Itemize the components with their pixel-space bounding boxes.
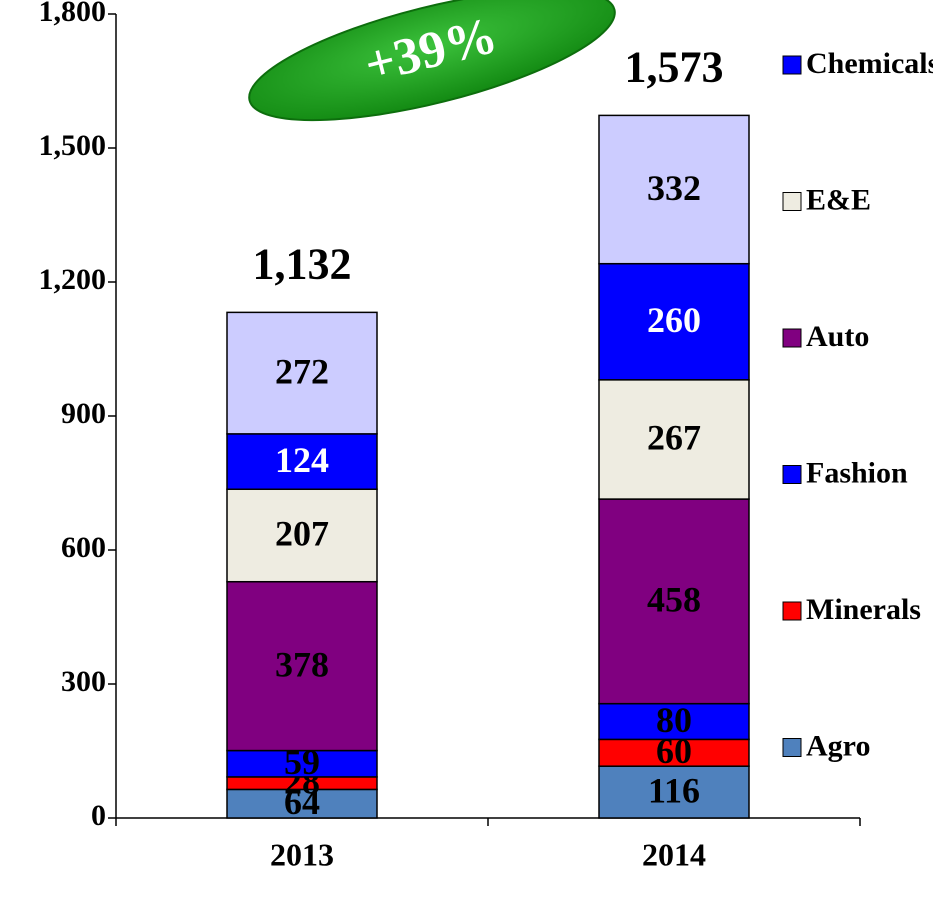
value-label: 378 [275, 644, 329, 684]
y-tick-label: 600 [61, 531, 106, 564]
legend-label: E&E [806, 183, 871, 216]
legend-swatch [782, 601, 802, 621]
x-tick-label: 2014 [642, 836, 706, 872]
annotation-ellipse [248, 0, 616, 122]
bar-segment [226, 788, 378, 819]
legend-swatch [782, 192, 802, 211]
bar-segment [598, 114, 750, 265]
value-label: 267 [647, 418, 701, 458]
y-tick-label: 1,200 [39, 263, 107, 296]
legend-swatch [782, 328, 802, 348]
value-label: 272 [275, 351, 329, 391]
bar-segment [598, 765, 750, 819]
bar-segment [598, 262, 750, 381]
legend-swatch [782, 55, 802, 75]
value-label: 124 [275, 440, 329, 480]
bar-segment [598, 702, 750, 741]
x-tick-label: 2013 [270, 836, 334, 872]
legend-label: Auto [806, 320, 869, 353]
annotation-group: +39% [248, 0, 616, 122]
total-label: 1,132 [253, 239, 352, 288]
legend-swatch [782, 738, 802, 757]
bar-segment [598, 379, 750, 500]
value-label: 80 [656, 700, 692, 740]
bar-segment [598, 738, 750, 767]
bar-segment [226, 580, 378, 752]
legend-label: Chemicals [806, 47, 933, 80]
value-label: 207 [275, 514, 329, 554]
total-label: 1,573 [625, 42, 724, 91]
value-label: 332 [647, 168, 701, 208]
bar-segment [226, 311, 378, 435]
value-label: 116 [648, 770, 700, 810]
value-label: 260 [647, 300, 701, 340]
bar-segment [226, 749, 378, 778]
legend-label: Agro [806, 729, 870, 762]
bar-segment [226, 488, 378, 583]
legend-label: Minerals [806, 593, 921, 626]
legend-label: Fashion [806, 456, 908, 489]
y-tick-label: 1,500 [39, 129, 107, 162]
y-tick-label: 300 [61, 665, 106, 698]
legend-swatch [782, 465, 802, 484]
y-tick-label: 900 [61, 397, 106, 430]
value-label: 458 [647, 580, 701, 620]
bar-segment [598, 498, 750, 705]
y-tick-label: 0 [91, 799, 106, 832]
y-tick-label: 1,800 [39, 0, 107, 28]
